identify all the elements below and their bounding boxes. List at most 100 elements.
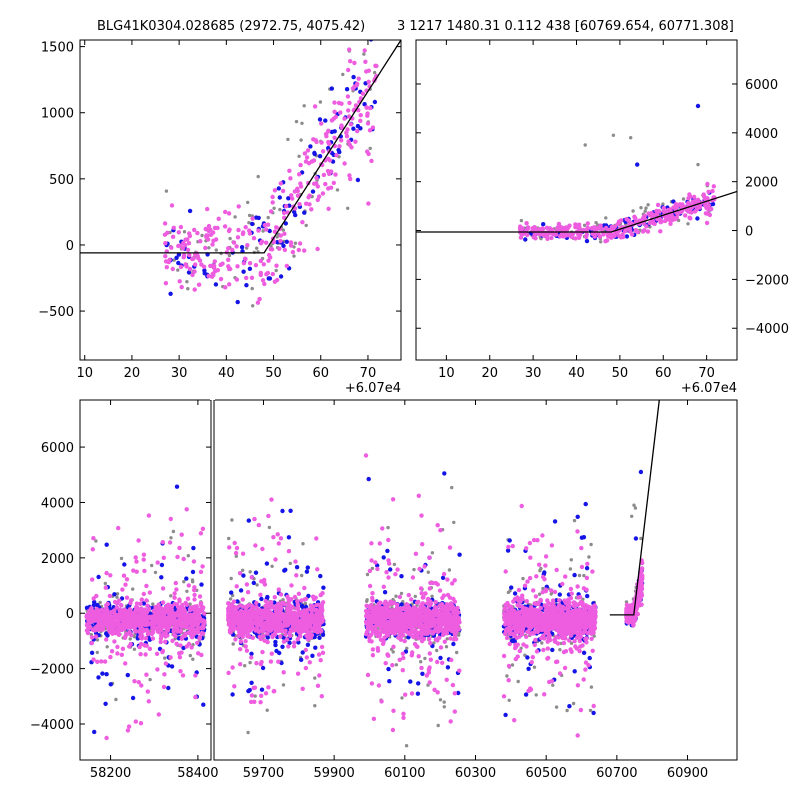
data-point [249,575,254,580]
data-point [189,633,195,639]
data-point [172,595,177,600]
x-tick-label: 20 [124,366,141,381]
data-point [230,247,235,253]
data-point [284,239,289,244]
data-point [216,216,221,221]
data-point [385,548,390,554]
data-point [153,570,158,575]
data-point [119,652,125,657]
data-point [166,259,171,265]
data-point [438,655,443,661]
data-point [364,105,369,110]
data-point [315,197,320,203]
data-point [581,227,586,233]
data-point [101,618,106,623]
data-point [577,573,582,578]
data-point [169,536,173,540]
data-point [132,635,137,639]
x-tick-label: 40 [218,366,235,381]
data-point [318,573,323,579]
data-point [160,600,166,605]
data-point [635,162,640,167]
data-point [154,617,160,622]
data-point [270,200,275,205]
data-point [139,683,144,688]
y-tick-label: −2000 [745,273,789,288]
data-point [293,241,298,245]
data-point [240,551,246,556]
data-point [93,634,99,639]
data-point [139,623,144,628]
y-tick-label: 2000 [41,552,74,567]
data-point [169,594,173,598]
data-point [161,555,166,560]
data-point [176,260,181,266]
data-point [192,587,197,593]
data-point [91,536,96,541]
data-point [505,548,511,553]
data-point [270,194,275,200]
data-point [206,273,211,279]
data-point [370,125,376,130]
data-point [329,169,334,174]
data-point [310,653,315,658]
data-point [155,560,160,565]
data-point [200,631,206,636]
data-point [228,597,233,601]
data-point [284,204,289,209]
data-point [288,243,294,248]
data-point [374,3,378,7]
data-point [668,221,673,226]
data-point [594,221,598,225]
data-point [569,558,573,562]
data-point [162,221,168,226]
data-point [197,634,203,640]
data-point [567,223,572,228]
data-point [231,642,235,646]
data-point [289,193,294,198]
data-point [686,222,690,226]
data-point [182,230,187,234]
data-point [155,625,160,630]
data-point [630,514,634,518]
data-point [333,172,338,177]
data-point [687,215,692,220]
data-point [160,540,165,545]
data-point [100,671,105,676]
data-point [147,646,153,651]
data-point [95,659,100,664]
data-point [198,239,203,244]
data-point [521,576,525,581]
data-point [199,582,204,587]
data-point [165,230,170,235]
data-point [362,102,367,107]
data-point [141,557,146,562]
data-point [326,141,332,146]
data-point [290,249,296,255]
data-point [253,694,257,698]
data-point [292,254,296,258]
data-point [163,254,168,259]
data-point [265,631,270,636]
data-point [138,652,143,657]
data-point [639,536,643,541]
data-point [172,622,177,628]
data-point [92,729,97,735]
data-point [227,266,232,272]
data-point [176,268,180,272]
data-point [391,650,395,654]
data-point [108,654,113,660]
data-point [423,656,427,661]
plot-area [80,3,401,308]
data-point [248,660,252,665]
data-point [358,113,363,118]
data-point [294,119,299,124]
data-point [399,574,404,579]
data-point [315,246,320,252]
data-point [177,655,183,660]
data-point [193,694,198,700]
data-point [227,536,231,541]
data-point [132,628,138,633]
data-point [266,258,271,263]
data-point [201,625,206,631]
